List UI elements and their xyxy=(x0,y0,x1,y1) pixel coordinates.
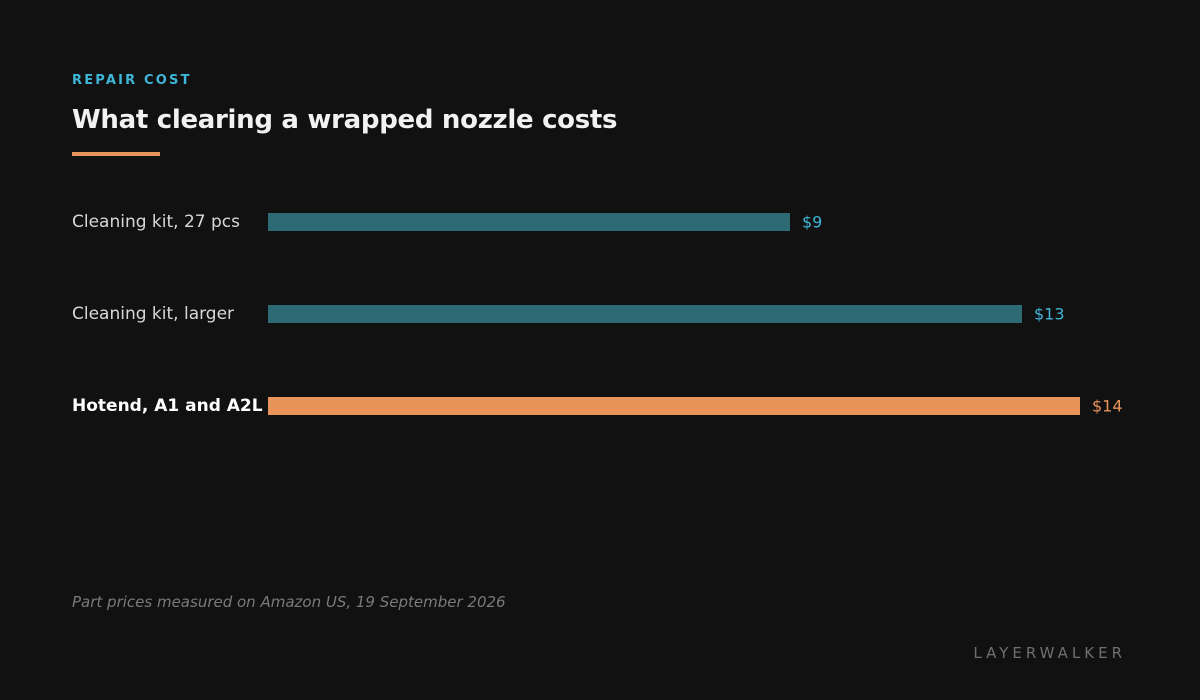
chart-title: What clearing a wrapped nozzle costs xyxy=(72,105,618,135)
bar xyxy=(268,213,790,231)
bar xyxy=(268,305,1022,323)
category-label: Hotend, A1 and A2L xyxy=(72,396,263,416)
value-label: $14 xyxy=(1092,397,1123,416)
brand-wordmark: LAYERWALKER xyxy=(973,644,1126,662)
category-label: Cleaning kit, 27 pcs xyxy=(72,212,240,232)
category-label: Cleaning kit, larger xyxy=(72,304,234,324)
title-underline xyxy=(72,152,160,156)
bar xyxy=(268,397,1080,415)
source-footnote: Part prices measured on Amazon US, 19 Se… xyxy=(72,593,506,611)
value-label: $9 xyxy=(802,213,822,232)
value-label: $13 xyxy=(1034,305,1065,324)
section-eyebrow: REPAIR COST xyxy=(72,73,192,88)
